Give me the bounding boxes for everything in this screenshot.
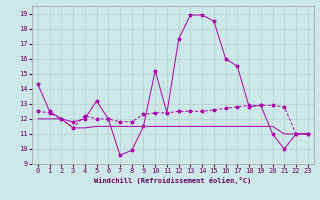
X-axis label: Windchill (Refroidissement éolien,°C): Windchill (Refroidissement éolien,°C)	[94, 177, 252, 184]
